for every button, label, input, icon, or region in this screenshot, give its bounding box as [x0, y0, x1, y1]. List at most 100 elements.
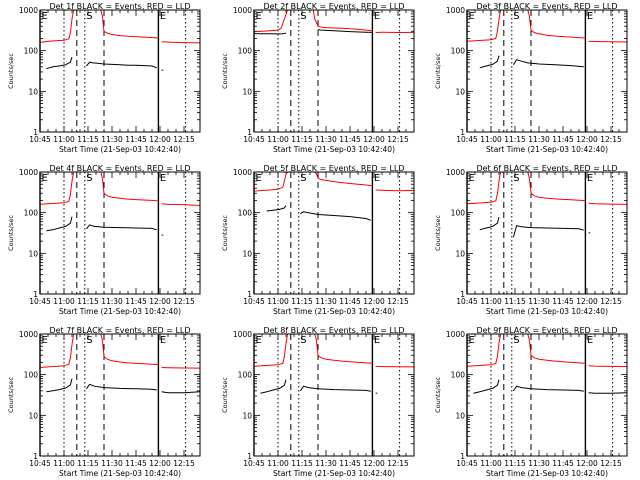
lld-series-line	[527, 10, 586, 39]
x-tick-label: 12:15	[600, 297, 622, 306]
y-tick-label: 100	[238, 371, 253, 380]
y-axis-label: Counts/sec	[434, 377, 442, 413]
x-tick-label: 11:45	[339, 135, 361, 144]
events-series-line	[86, 61, 157, 69]
x-tick-label: 12:00	[576, 297, 598, 306]
lld-series-line	[100, 334, 159, 365]
y-tick-label: 10	[28, 249, 38, 258]
lld-series-line	[527, 172, 586, 202]
y-tick-label: 1	[460, 290, 465, 299]
x-tick-label: 11:15	[504, 459, 526, 468]
x-tick-label: 11:30	[101, 297, 123, 306]
plot-frame	[466, 171, 628, 295]
lld-series-line	[467, 172, 502, 205]
x-tick-label: 11:00	[53, 459, 75, 468]
plot-frame	[253, 171, 415, 295]
events-series-line	[46, 216, 73, 232]
events-series-line	[161, 391, 200, 394]
lld-series-line	[254, 10, 289, 33]
marker-label: S	[86, 335, 92, 346]
y-tick-label: 1	[460, 128, 465, 137]
lld-series-line	[40, 334, 75, 368]
x-tick-label: 11:15	[291, 297, 313, 306]
events-series-line	[317, 29, 373, 33]
panel-title: Det 6f BLACK = Events, RED = LLD	[476, 164, 617, 173]
y-tick-label: 1000	[233, 168, 252, 177]
x-axis-label: Start Time (21-Sep-03 10:42:40)	[273, 469, 395, 478]
y-axis-label: Counts/sec	[434, 215, 442, 251]
panel-title: Det 9f BLACK = Events, RED = LLD	[476, 326, 617, 335]
x-tick-label: 11:00	[267, 135, 289, 144]
events-series-line	[86, 224, 157, 231]
events-series-line	[266, 205, 287, 212]
plot-frame	[39, 9, 201, 133]
marker-label: E	[469, 173, 475, 184]
y-tick-label: 1	[247, 128, 252, 137]
x-tick-label: 11:45	[125, 135, 147, 144]
marker-label: S	[513, 173, 519, 184]
lld-series-line	[100, 10, 159, 39]
y-tick-label: 10	[242, 411, 252, 420]
y-axis-label: Counts/sec	[7, 53, 15, 89]
y-axis-label: Counts/sec	[221, 53, 229, 89]
x-tick-label: 12:15	[600, 135, 622, 144]
y-tick-label: 100	[451, 209, 466, 218]
x-tick-label: 10:45	[243, 297, 265, 306]
x-tick-label: 12:15	[173, 459, 195, 468]
y-axis-label: Counts/sec	[7, 377, 15, 413]
plot-frame	[466, 333, 628, 457]
y-tick-label: 10	[455, 249, 465, 258]
lld-series-line	[161, 41, 200, 44]
events-series-line	[299, 385, 371, 392]
x-axis-label: Start Time (21-Sep-03 10:42:40)	[486, 307, 608, 316]
y-tick-label: 10	[242, 87, 252, 96]
marker-label: S	[300, 11, 306, 22]
x-tick-label: 12:15	[387, 297, 409, 306]
lld-series-line	[40, 10, 75, 43]
x-tick-label: 10:45	[456, 135, 478, 144]
marker-label: S	[513, 335, 519, 346]
x-tick-label: 12:15	[387, 459, 409, 468]
events-series-line	[473, 379, 500, 394]
y-tick-label: 100	[451, 47, 466, 56]
x-tick-label: 11:00	[480, 297, 502, 306]
x-tick-label: 11:00	[480, 459, 502, 468]
plot-frame	[466, 9, 628, 133]
panel-7: Det 7f BLACK = Events, RED = LLD 1 10 100 10…	[7, 326, 201, 478]
x-tick-label: 11:00	[267, 297, 289, 306]
marker-label: S	[300, 335, 306, 346]
x-tick-label: 12:15	[600, 459, 622, 468]
x-axis-label: Start Time (21-Sep-03 10:42:40)	[273, 307, 395, 316]
x-tick-label: 11:30	[528, 459, 550, 468]
x-axis-label: Start Time (21-Sep-03 10:42:40)	[59, 469, 181, 478]
marker-label: E	[42, 335, 48, 346]
events-series-line	[588, 392, 627, 394]
x-tick-label: 12:15	[173, 135, 195, 144]
panel-6: Det 6f BLACK = Events, RED = LLD 1 10 100 10…	[434, 164, 628, 316]
x-axis-label: Start Time (21-Sep-03 10:42:40)	[486, 145, 608, 154]
events-series-line	[254, 32, 287, 35]
x-tick-label: 12:00	[363, 297, 385, 306]
y-tick-label: 1	[33, 452, 38, 461]
x-tick-label: 12:00	[576, 459, 598, 468]
marker-label: E	[256, 173, 262, 184]
events-series-line	[512, 59, 584, 68]
x-tick-label: 12:15	[387, 135, 409, 144]
panel-2: Det 2f BLACK = Events, RED = LLD 1 10 100 10…	[221, 2, 415, 154]
x-tick-label: 12:00	[149, 459, 171, 468]
panel-title: Det 4f BLACK = Events, RED = LLD	[49, 164, 190, 173]
panel-1: Det 1f BLACK = Events, RED = LLD 1 10 100 10…	[7, 2, 201, 154]
x-axis-label: Start Time (21-Sep-03 10:42:40)	[59, 145, 181, 154]
lld-series-line	[375, 365, 414, 368]
marker-label: S	[513, 11, 519, 22]
panel-5: Det 5f BLACK = Events, RED = LLD 1 10 100 10…	[221, 164, 415, 316]
x-axis-label: Start Time (21-Sep-03 10:42:40)	[273, 145, 395, 154]
x-tick-label: 12:00	[149, 135, 171, 144]
x-tick-label: 11:15	[77, 459, 99, 468]
lld-series-line	[588, 40, 627, 43]
x-tick-label: 11:30	[315, 135, 337, 144]
panel-9: Det 9f BLACK = Events, RED = LLD 1 10 100 10…	[434, 326, 628, 478]
x-tick-label: 11:15	[291, 459, 313, 468]
y-tick-label: 1	[33, 290, 38, 299]
